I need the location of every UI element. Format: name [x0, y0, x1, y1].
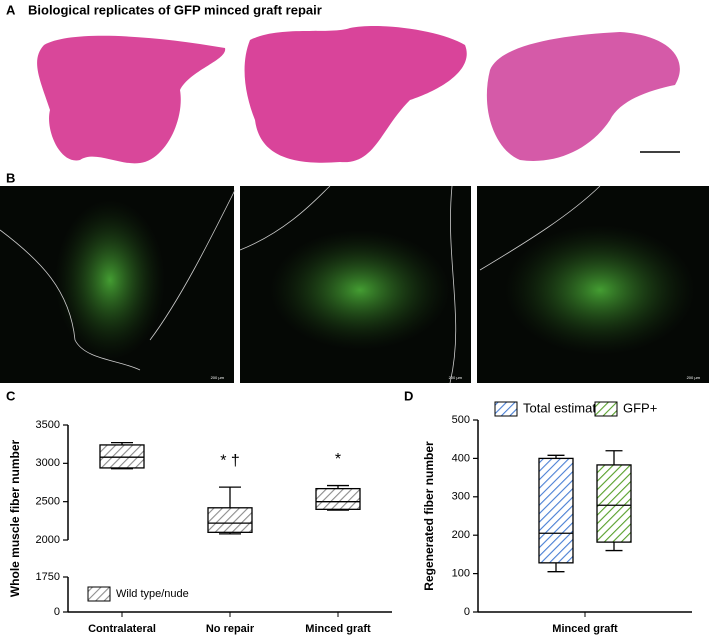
y-tick-label: 200	[452, 529, 470, 541]
x-tick-label: Minced graft	[552, 623, 618, 635]
y-tick-label: 400	[452, 452, 470, 464]
x-tick-label: Minced graft	[305, 623, 371, 635]
x-tick-label: No repair	[206, 623, 255, 635]
y-tick-label: 0	[464, 606, 470, 618]
legend-label: Wild type/nude	[116, 588, 189, 600]
panel-label: A	[6, 2, 16, 17]
gfp-signal	[270, 230, 450, 350]
legend-label: Total estimated	[523, 400, 610, 415]
panel-label: D	[404, 388, 413, 403]
annotation: * †	[220, 452, 240, 469]
scale-label: 200 µm	[687, 375, 701, 380]
panel-label: C	[6, 388, 16, 403]
panel-label: B	[6, 170, 15, 185]
legend-swatch	[594, 401, 618, 417]
scale-label: 200 µm	[211, 375, 225, 380]
histology-image	[244, 25, 467, 163]
panel-title: Biological replicates of GFP minced graf…	[28, 2, 322, 17]
y-tick-label: 2500	[36, 496, 60, 508]
y-axis-label: Regenerated fiber number	[422, 441, 436, 591]
y-tick-label: 3000	[36, 457, 60, 469]
x-tick-label: Contralateral	[88, 623, 156, 635]
legend-swatch	[87, 586, 111, 602]
outline	[449, 185, 457, 384]
y-tick-label: 2000	[36, 534, 60, 546]
outline	[239, 185, 331, 251]
outline	[0, 229, 141, 371]
box	[207, 507, 253, 533]
box	[315, 487, 361, 510]
box	[538, 457, 574, 564]
legend-label: GFP+	[623, 400, 657, 415]
gfp-signal	[55, 200, 165, 360]
y-tick-label: 100	[452, 568, 470, 580]
scale-label: 200 µm	[449, 375, 463, 380]
legend-swatch	[494, 401, 518, 417]
gfp-signal	[505, 225, 695, 355]
y-tick-label: 0	[54, 606, 60, 618]
y-tick-label: 300	[452, 491, 470, 503]
annotation: *	[335, 451, 341, 468]
y-tick-label: 3500	[36, 419, 60, 431]
histology-image	[37, 35, 226, 164]
y-axis-label: Whole muscle fiber number	[8, 439, 22, 597]
outline	[479, 185, 601, 271]
y-tick-label: 500	[452, 414, 470, 426]
outline	[149, 189, 236, 341]
histology-image	[486, 32, 680, 161]
y-tick-label: 1750	[36, 571, 60, 583]
box	[99, 444, 145, 469]
box	[596, 464, 632, 543]
